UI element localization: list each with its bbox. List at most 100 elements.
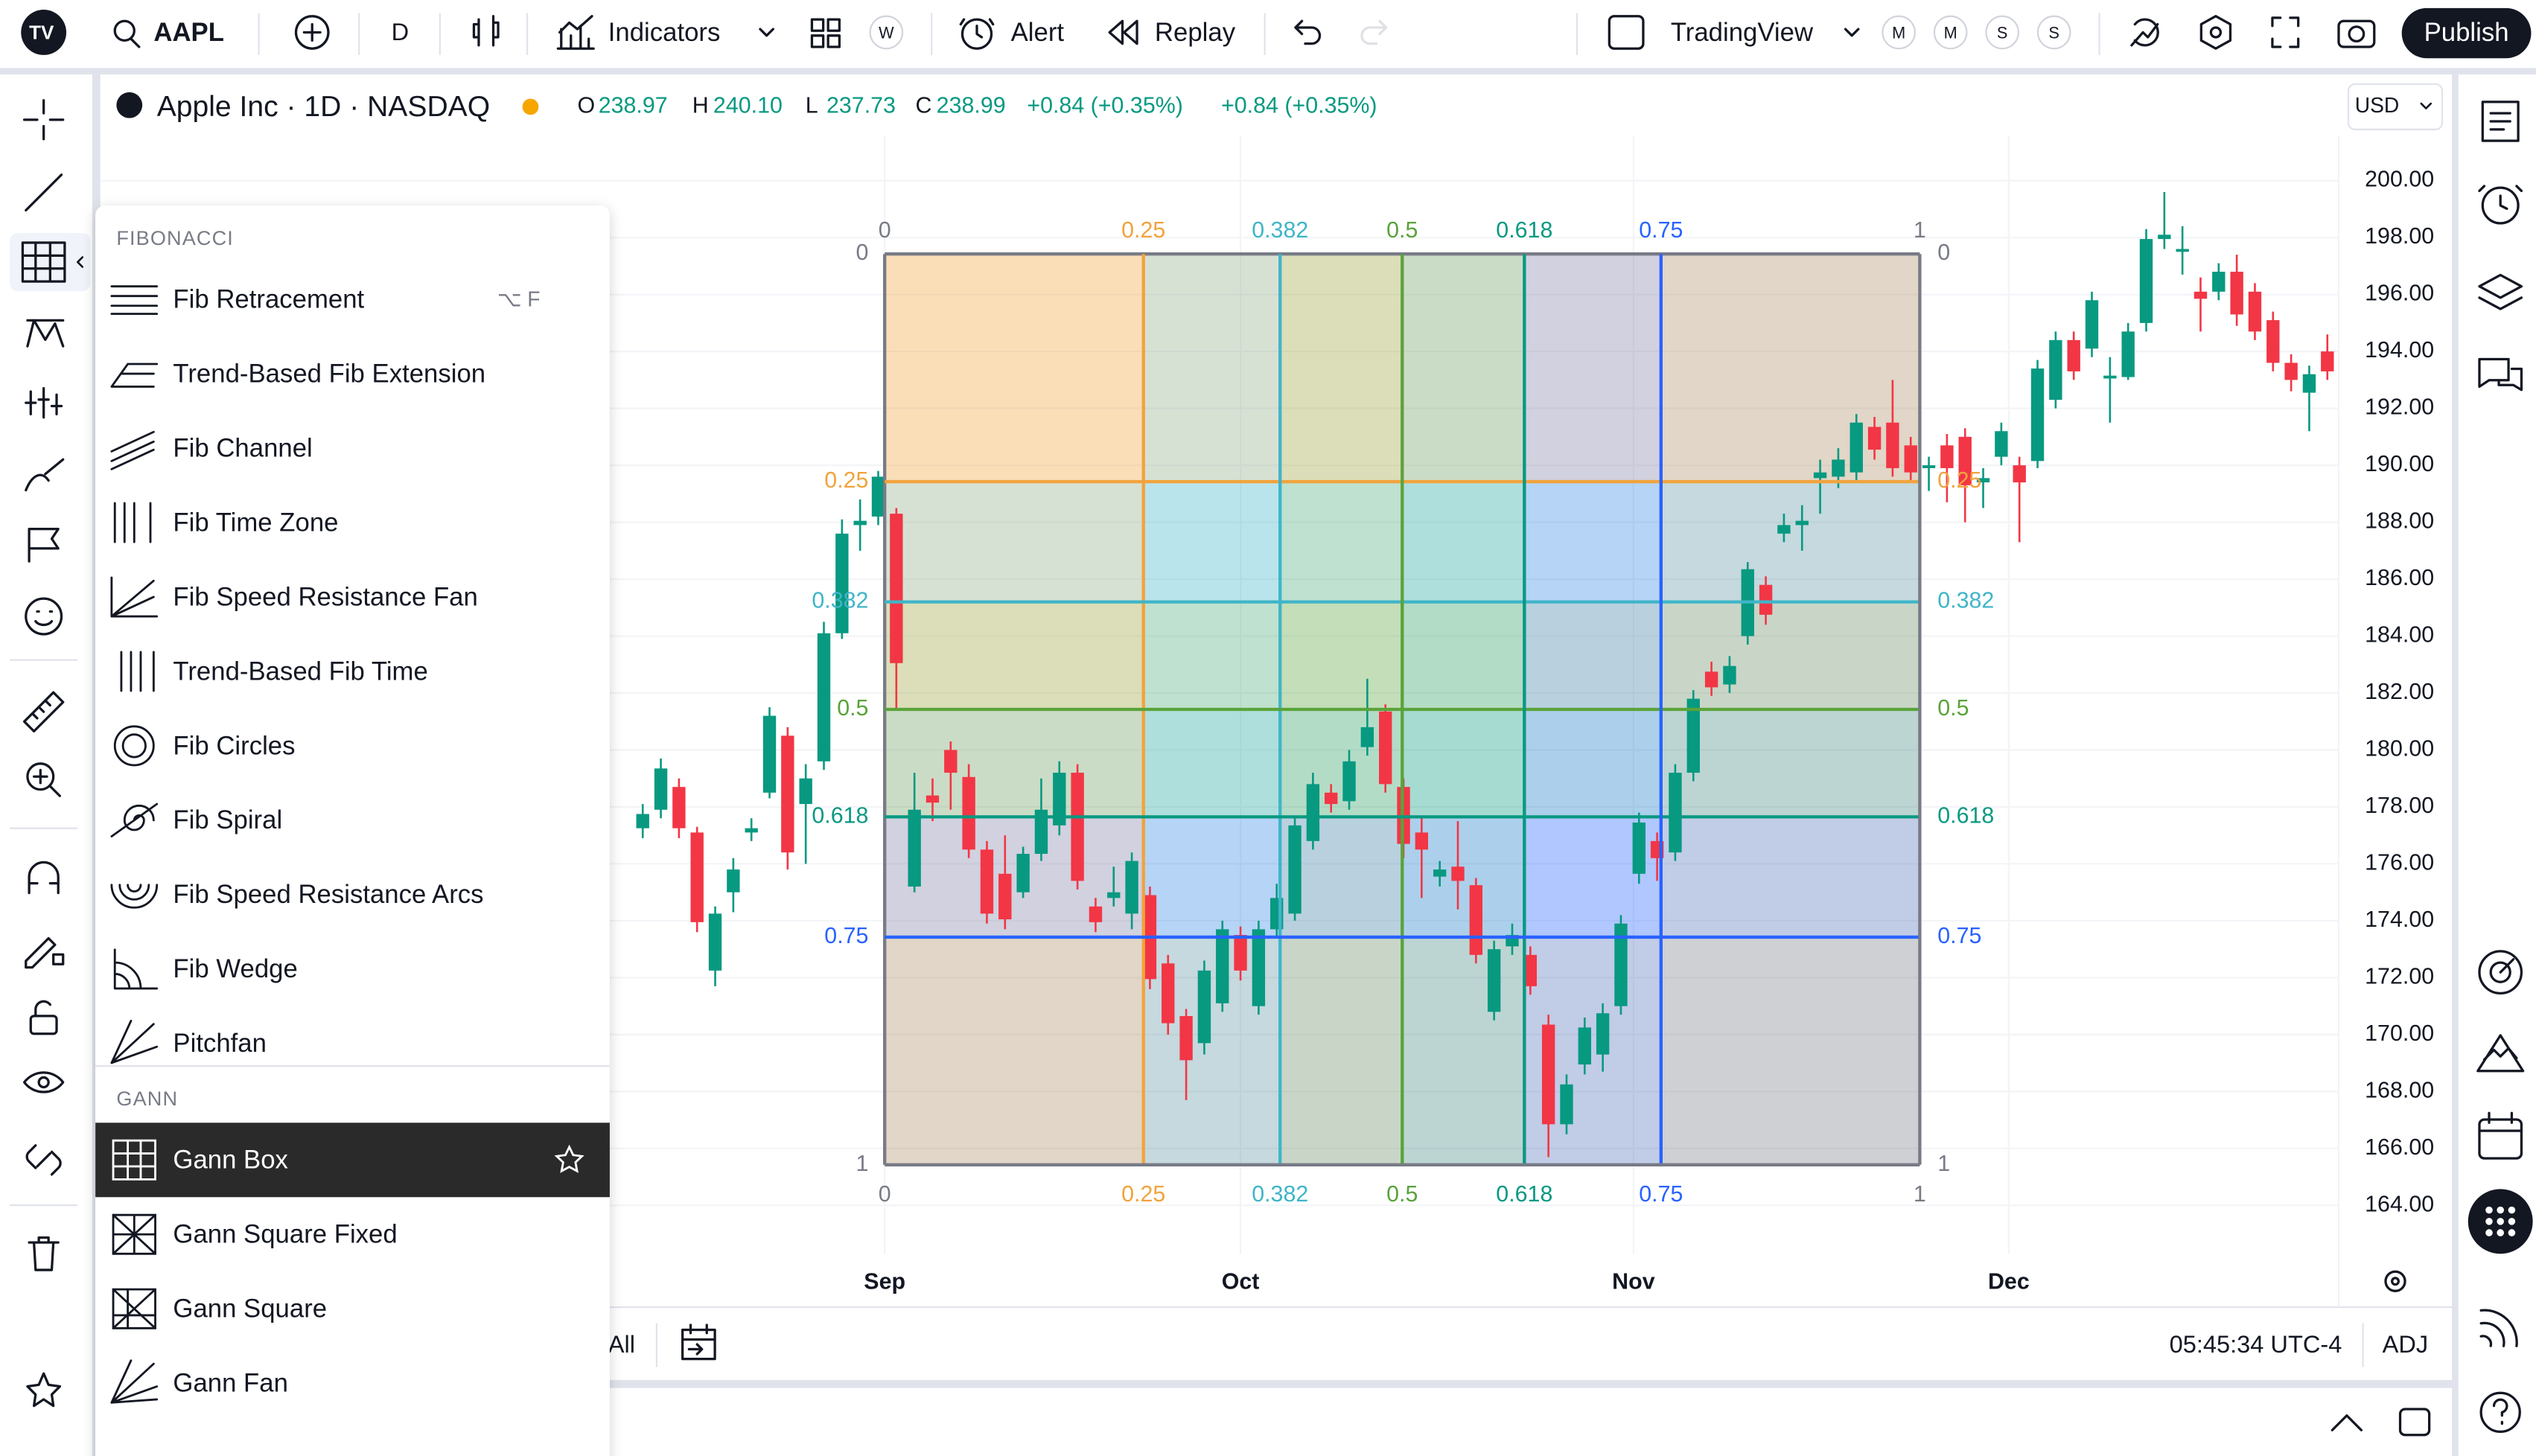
badge[interactable]: [2036, 15, 2071, 50]
candle-body: [1306, 784, 1320, 841]
magnet-tool[interactable]: [28, 860, 60, 895]
badge[interactable]: [1933, 15, 1968, 50]
menu-item[interactable]: Fib Wedge: [173, 955, 297, 983]
link-tool[interactable]: [25, 1144, 62, 1176]
candle-body: [2193, 291, 2208, 299]
candle-body: [1107, 892, 1121, 898]
menu-item[interactable]: Trend-Based Fib Extension: [173, 360, 485, 388]
settings[interactable]: [2199, 15, 2232, 50]
collapse[interactable]: [76, 256, 84, 268]
screener[interactable]: [2478, 950, 2523, 995]
publish-button[interactable]: [2401, 7, 2532, 59]
chevron[interactable]: [1844, 28, 1860, 37]
candle-body: [925, 795, 940, 803]
alert-button[interactable]: Alert: [1011, 19, 1065, 47]
candle-body: [2121, 331, 2135, 377]
ideas[interactable]: [2476, 1034, 2525, 1073]
time-label: Dec: [1988, 1268, 2030, 1294]
candle-body: [1614, 923, 1628, 1006]
menu-item[interactable]: Fib Time Zone: [173, 508, 338, 537]
menu-item[interactable]: Trend-Based Fib Time: [173, 657, 427, 686]
favorite-star[interactable]: [554, 1144, 584, 1173]
pattern-tool[interactable]: [26, 319, 65, 348]
icon-tool[interactable]: [25, 597, 63, 636]
menu-item[interactable]: Pitchfan: [173, 1029, 267, 1058]
watchlist[interactable]: [2481, 100, 2520, 142]
candle-body: [1433, 869, 1447, 877]
chats[interactable]: [2478, 357, 2523, 392]
candle-body: [762, 715, 777, 793]
interval[interactable]: D: [392, 18, 410, 45]
remove-tool[interactable]: [28, 1236, 60, 1271]
zoom-tool[interactable]: [26, 762, 55, 791]
layout-name[interactable]: TradingView: [1671, 19, 1814, 47]
templates-icon[interactable]: [810, 18, 825, 32]
gann-label-bottom: 0.5: [1386, 1181, 1418, 1207]
legend-title[interactable]: Apple Inc · 1D · NASDAQ: [157, 91, 490, 123]
logo[interactable]: [21, 10, 67, 55]
clock[interactable]: 05:45:34 UTC-4: [2170, 1330, 2342, 1358]
brush-tool[interactable]: [25, 458, 65, 492]
candle-body: [1723, 665, 1736, 685]
fullscreen[interactable]: [2271, 16, 2300, 48]
add-symbol[interactable]: [294, 15, 330, 50]
redo[interactable]: [1360, 19, 1388, 45]
menu-item[interactable]: Fib Channel: [173, 434, 312, 462]
annotation-tool[interactable]: [28, 528, 60, 563]
menu-item[interactable]: Fib Speed Resistance Arcs: [173, 881, 483, 909]
axis-settings[interactable]: [2384, 1270, 2406, 1292]
menu-item[interactable]: Gann Square: [173, 1295, 327, 1324]
lock-tool[interactable]: [29, 1015, 58, 1035]
maximize-panel[interactable]: [2398, 1408, 2431, 1437]
hide-tool[interactable]: [22, 1071, 65, 1093]
candle-body: [1777, 525, 1791, 534]
replay-button[interactable]: Replay: [1155, 19, 1236, 47]
alerts[interactable]: [2481, 186, 2520, 225]
trendline-tool[interactable]: [25, 173, 63, 212]
adjustment[interactable]: ADJ: [2383, 1330, 2429, 1358]
menu-item[interactable]: Gann Square Fixed: [173, 1221, 397, 1249]
forecast-tool[interactable]: [25, 386, 63, 419]
menu-item[interactable]: Fib Speed Resistance Fan: [173, 583, 477, 611]
crosshair-tool[interactable]: [22, 99, 65, 141]
layout-icon[interactable]: [1608, 15, 1645, 50]
object-tree[interactable]: [2478, 273, 2523, 310]
menu-item[interactable]: Gann Box: [173, 1146, 288, 1175]
menu-item[interactable]: Fib Retracement: [173, 285, 364, 313]
menu-item-icon: [110, 802, 159, 838]
range-all[interactable]: All: [608, 1330, 635, 1358]
badge-label: S: [1997, 23, 2007, 42]
lock-tool: [34, 1000, 51, 1018]
chevron[interactable]: [759, 28, 774, 37]
candle-body: [2176, 249, 2189, 252]
menu-item[interactable]: Gann Fan: [173, 1370, 288, 1398]
snapshot[interactable]: [2337, 19, 2376, 48]
indicators-button[interactable]: Indicators: [608, 19, 721, 47]
market-status[interactable]: [522, 98, 539, 115]
shortcut: ⌥ F: [497, 287, 541, 311]
toolbar: TV AAPL D Indicators W Alert Replay Trad…: [21, 7, 2532, 59]
lock-drawings[interactable]: [25, 936, 65, 969]
gann-tool[interactable]: [21, 241, 66, 283]
favorites[interactable]: [26, 1372, 62, 1408]
candle-body: [1940, 445, 1954, 468]
menu-item[interactable]: Fib Spiral: [173, 806, 282, 834]
menu-item[interactable]: Fib Circles: [173, 732, 295, 760]
calendar[interactable]: [2478, 1118, 2523, 1160]
undo[interactable]: [1294, 19, 1322, 45]
candle-body: [2085, 300, 2099, 349]
badge[interactable]: [1985, 15, 2019, 50]
currency-box[interactable]: [2347, 83, 2444, 130]
badge[interactable]: [869, 15, 904, 50]
help[interactable]: [2479, 1391, 2521, 1434]
chart-type-icon[interactable]: [472, 15, 500, 47]
symbol[interactable]: AAPL: [153, 19, 224, 47]
menu-item-selected[interactable]: [95, 1123, 610, 1198]
expand-panel[interactable]: [2330, 1414, 2363, 1431]
goto-date[interactable]: [681, 1324, 716, 1361]
measure-tool[interactable]: [22, 691, 65, 732]
add-symbol: [302, 22, 322, 42]
badge[interactable]: [1882, 15, 1916, 50]
quick-search[interactable]: [2130, 18, 2159, 47]
streams[interactable]: [2479, 1309, 2518, 1347]
